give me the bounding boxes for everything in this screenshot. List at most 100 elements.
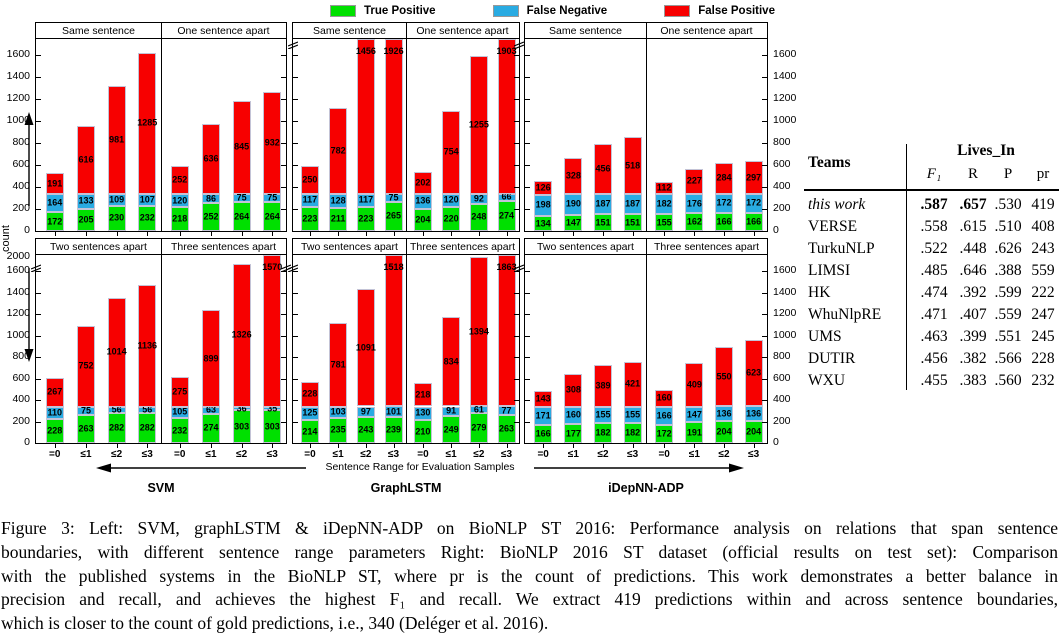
y-tick — [293, 121, 298, 123]
y-tick — [293, 292, 298, 294]
bar-value-fn: 75 — [236, 192, 247, 203]
y-tick — [514, 400, 519, 402]
y-tick — [293, 357, 298, 359]
y-tick-label: 0 — [24, 436, 30, 448]
y-tick-label: 600 — [773, 371, 791, 384]
x-category-label: ≤2 — [718, 449, 730, 460]
panel-title: Two sentences apart — [537, 241, 634, 253]
x-tick — [179, 444, 181, 448]
bar-value-fp: 781 — [330, 359, 346, 370]
table-cell: .626 — [994, 240, 1022, 257]
bar-value-fn: 166 — [656, 410, 672, 421]
bar-value-fn: 75 — [388, 192, 399, 203]
bar-segment-false-positive: 297 — [744, 161, 763, 194]
table-row-team: HK — [808, 284, 831, 301]
bar-value-fn: 110 — [47, 407, 63, 418]
y-tick — [281, 400, 286, 402]
y-tick — [514, 209, 519, 211]
x-category-label: ≤2 — [360, 449, 372, 460]
bar-segment-false-negative: 63 — [202, 405, 220, 414]
axis-break-icon — [287, 36, 299, 54]
bar-value-tp: 214 — [302, 426, 318, 436]
x-tick — [573, 444, 575, 448]
x-tick — [632, 232, 634, 236]
bar-segment-false-negative: 190 — [564, 194, 583, 215]
bar-segment-true-positive: 182 — [594, 423, 613, 443]
x-axis-right-arrow — [534, 463, 744, 473]
x-axis-left-arrow — [96, 463, 306, 473]
table-cell: .392 — [959, 284, 987, 301]
table-cell: .388 — [994, 262, 1022, 279]
panel-title: One sentence apart — [660, 25, 753, 37]
x-tick — [478, 444, 480, 448]
bar-value-tp: 172 — [656, 428, 672, 439]
x-category-label: ≤1 — [567, 449, 579, 460]
y-tick-label: 1200 — [6, 92, 30, 105]
bar-segment-true-positive: 166 — [715, 212, 734, 231]
y-tick — [36, 357, 41, 359]
bar-segment-true-positive: 223 — [300, 206, 319, 231]
bar-segment-false-positive: 228 — [300, 382, 319, 407]
bar-value-fn: 187 — [625, 198, 641, 209]
bar-value-tp: 274 — [203, 422, 219, 433]
bar-value-fn: 160 — [565, 409, 581, 420]
bar-segment-false-negative: 136 — [715, 406, 734, 422]
y-tick — [36, 292, 41, 294]
y-tick — [281, 99, 286, 101]
panel-divider — [161, 239, 162, 443]
y-tick — [762, 400, 767, 402]
bar-segment-false-positive: 1091 — [356, 289, 376, 407]
y-tick — [293, 400, 298, 402]
y-tick — [36, 187, 41, 189]
y-tick — [293, 77, 298, 79]
panel-frame-iDepNN-ADP-row1: Two sentences apart Three sentences apart… — [524, 238, 768, 444]
legend-label: True Positive — [364, 5, 436, 17]
caption-line: boundaries, with different sentence rang… — [1, 541, 1058, 562]
bar-segment-false-positive: 126 — [534, 180, 553, 195]
y-tick — [36, 314, 41, 316]
bar-segment-false-negative: 166 — [655, 406, 674, 425]
y-tick — [36, 121, 41, 123]
bar-value-fn: 136 — [415, 195, 431, 206]
x-category-label: ≤3 — [141, 449, 153, 460]
table-cell: 419 — [1031, 196, 1055, 213]
x-tick — [603, 232, 605, 236]
y-tick — [281, 357, 286, 359]
bar-value-fn: 190 — [565, 198, 581, 209]
bar-segment-true-positive: 232 — [170, 418, 189, 443]
false-positive-swatch-icon — [664, 5, 691, 17]
x-tick — [724, 232, 726, 236]
bar-value-fp: 754 — [443, 146, 459, 157]
bar-value-fp: 191 — [47, 178, 63, 189]
bar-value-fn: 182 — [656, 198, 672, 209]
bar-segment-false-negative: 117 — [300, 193, 319, 207]
bar-segment-false-negative: 187 — [594, 193, 613, 215]
x-tick — [694, 232, 696, 236]
x-axis-label: Sentence Range for Evaluation Samples — [325, 461, 515, 473]
y-tick — [525, 400, 530, 402]
bar-value-fn: 97 — [360, 406, 371, 417]
bar-segment-false-positive: 845 — [232, 101, 251, 194]
bar-value-fp: 518 — [625, 160, 641, 170]
bar-segment-false-negative: 91 — [442, 406, 461, 417]
bar-segment-false-positive: 250 — [300, 166, 319, 194]
bar-segment-true-positive: 252 — [202, 203, 220, 231]
table-row-team: UMS — [808, 328, 842, 345]
bar-segment-false-negative: 147 — [685, 406, 704, 423]
panel-frame-SVM-row1: Two sentences apart Three sentences apart… — [35, 238, 287, 444]
y-tick — [762, 231, 767, 232]
table-cell: .599 — [994, 284, 1022, 301]
x-tick — [724, 444, 726, 448]
bar-segment-true-positive: 211 — [329, 207, 348, 231]
bar-segment-false-positive: 1014 — [107, 297, 127, 407]
y-tick-label: 400 — [12, 180, 30, 193]
bar-value-tp: 230 — [109, 212, 125, 223]
group-label-SVM: SVM — [147, 481, 175, 495]
y-tick — [293, 143, 298, 145]
y-tick — [525, 271, 530, 273]
legend-item-false-positive: False Positive — [664, 5, 775, 17]
y-tick — [293, 335, 298, 337]
table-cell: 232 — [1031, 372, 1055, 389]
bar-segment-false-negative: 101 — [384, 406, 403, 418]
